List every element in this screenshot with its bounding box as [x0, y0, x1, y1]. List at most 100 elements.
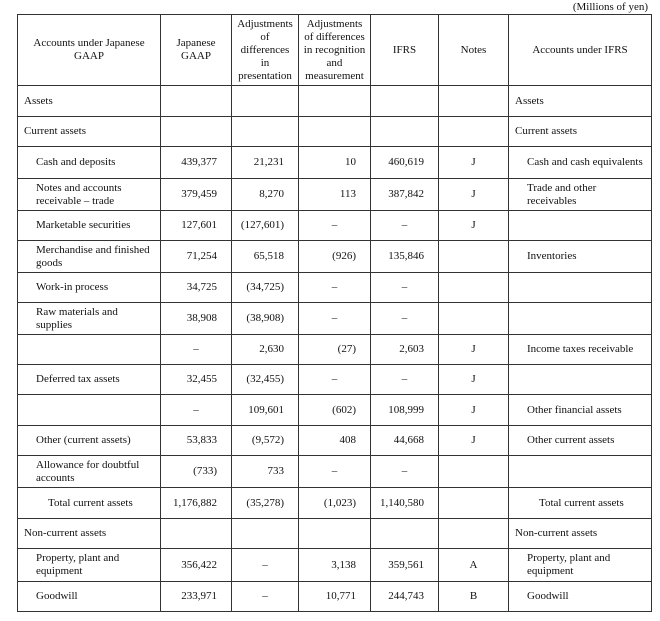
table-row: Other (current assets) 53,833 (9,572) 408 44… [17, 425, 652, 456]
cell-adj-recognition: 3,138 [298, 548, 371, 582]
cell-jgaap: 233,971 [160, 581, 232, 612]
reconciliation-table: Accounts under Japanese GAAP Japanese GA… [17, 14, 652, 612]
cell-adj-presentation: 21,231 [231, 146, 299, 179]
table-row: Allowance for doubtful accounts (733) 733–… [17, 455, 652, 488]
table-row: Assets Assets [17, 85, 652, 117]
cell-jgaap-account: Work-in process [17, 272, 161, 303]
cell-adj-recognition: (602) [298, 394, 371, 426]
cell-adj-recognition: – [298, 210, 371, 241]
table-row: Cash and deposits 439,377 21,231 10 460,619 J… [17, 146, 652, 179]
table-body: Assets Assets Current assets Current assets… [17, 85, 652, 612]
cell-adj-presentation: (35,278) [231, 487, 299, 519]
cell-ifrs: 387,842 [370, 178, 439, 211]
cell-jgaap-account: Cash and deposits [17, 146, 161, 179]
cell-jgaap-account: Other (current assets) [17, 425, 161, 456]
cell-jgaap-account [17, 334, 161, 365]
cell-jgaap: 38,908 [160, 302, 232, 335]
cell-ifrs-account: Assets [508, 85, 652, 117]
cell-ifrs-account [508, 302, 652, 335]
cell-ifrs: – [370, 272, 439, 303]
table-row: Deferred tax assets 32,455 (32,455) – – J [17, 364, 652, 395]
cell-jgaap: 32,455 [160, 364, 232, 395]
table-row: Current assets Current assets [17, 116, 652, 147]
cell-notes: B [438, 581, 509, 612]
cell-jgaap: 53,833 [160, 425, 232, 456]
cell-adj-presentation: (127,601) [231, 210, 299, 241]
table-row: Marketable securities 127,601 (127,601) – – J [17, 210, 652, 241]
header-adj-presentation: Adjustments of differences in presentati… [231, 14, 299, 86]
table-row: –109,601 (602) 108,999 J Other financial ass… [17, 394, 652, 426]
cell-notes [438, 240, 509, 273]
cell-ifrs: 108,999 [370, 394, 439, 426]
cell-ifrs: 2,603 [370, 334, 439, 365]
cell-notes [438, 272, 509, 303]
table-row: Non-current assets Non-current assets [17, 518, 652, 549]
table-row: Merchandise and finished goods 71,254 65,5… [17, 240, 652, 273]
cell-ifrs-account: Total current assets [508, 487, 652, 519]
cell-jgaap-account: Goodwill [17, 581, 161, 612]
cell-ifrs-account: Property, plant and equipment [508, 548, 652, 582]
cell-ifrs: – [370, 455, 439, 488]
cell-jgaap: 127,601 [160, 210, 232, 241]
cell-ifrs-account: Other current assets [508, 425, 652, 456]
cell-ifrs: 135,846 [370, 240, 439, 273]
cell-ifrs: 359,561 [370, 548, 439, 582]
cell-ifrs: – [370, 302, 439, 335]
cell-adj-presentation [231, 85, 299, 117]
cell-jgaap-account: Marketable securities [17, 210, 161, 241]
cell-jgaap-account: Allowance for doubtful accounts [17, 455, 161, 488]
cell-adj-presentation [231, 518, 299, 549]
cell-ifrs: 460,619 [370, 146, 439, 179]
cell-jgaap: 379,459 [160, 178, 232, 211]
cell-adj-presentation: (32,455) [231, 364, 299, 395]
cell-ifrs-account [508, 272, 652, 303]
cell-notes [438, 116, 509, 147]
cell-adj-recognition: (926) [298, 240, 371, 273]
cell-jgaap: – [160, 394, 232, 426]
table-row: Total current assets 1,176,882 (35,278) (1,… [17, 487, 652, 519]
cell-ifrs-account: Goodwill [508, 581, 652, 612]
unit-label: (Millions of yen) [572, 1, 648, 13]
cell-jgaap-account: Notes and accounts receivable – trade [17, 178, 161, 211]
cell-ifrs-account: Trade and other receivables [508, 178, 652, 211]
cell-adj-recognition: – [298, 302, 371, 335]
cell-adj-recognition: 10,771 [298, 581, 371, 612]
cell-jgaap: 1,176,882 [160, 487, 232, 519]
table-row: Raw materials and supplies 38,908 (38,908)… [17, 302, 652, 335]
cell-notes [438, 455, 509, 488]
cell-ifrs: 244,743 [370, 581, 439, 612]
cell-jgaap-account: Assets [17, 85, 161, 117]
cell-adj-recognition: – [298, 455, 371, 488]
table-row: –2,630 (27) 2,603 J Income taxes receivable [17, 334, 652, 365]
cell-ifrs [370, 116, 439, 147]
cell-jgaap-account: Deferred tax assets [17, 364, 161, 395]
cell-ifrs: – [370, 364, 439, 395]
header-jgaap: Japanese GAAP [160, 14, 232, 86]
cell-jgaap: 439,377 [160, 146, 232, 179]
cell-ifrs-account [508, 210, 652, 241]
cell-jgaap: (733) [160, 455, 232, 488]
cell-jgaap-account [17, 394, 161, 426]
cell-notes: J [438, 334, 509, 365]
header-ifrs-accounts: Accounts under IFRS [508, 14, 652, 86]
cell-ifrs-account [508, 364, 652, 395]
cell-jgaap: 356,422 [160, 548, 232, 582]
cell-adj-recognition: 113 [298, 178, 371, 211]
cell-jgaap [160, 116, 232, 147]
cell-adj-recognition [298, 518, 371, 549]
cell-ifrs-account [508, 455, 652, 488]
cell-ifrs-account: Non-current assets [508, 518, 652, 549]
cell-adj-recognition: (27) [298, 334, 371, 365]
cell-adj-presentation: – [231, 581, 299, 612]
cell-ifrs: 1,140,580 [370, 487, 439, 519]
cell-ifrs [370, 85, 439, 117]
cell-jgaap-account: Total current assets [17, 487, 161, 519]
cell-ifrs-account: Current assets [508, 116, 652, 147]
cell-jgaap-account: Current assets [17, 116, 161, 147]
cell-notes: J [438, 394, 509, 426]
cell-adj-recognition: 408 [298, 425, 371, 456]
cell-adj-recognition: – [298, 272, 371, 303]
header-ifrs: IFRS [370, 14, 439, 86]
cell-jgaap [160, 85, 232, 117]
cell-adj-presentation: (34,725) [231, 272, 299, 303]
